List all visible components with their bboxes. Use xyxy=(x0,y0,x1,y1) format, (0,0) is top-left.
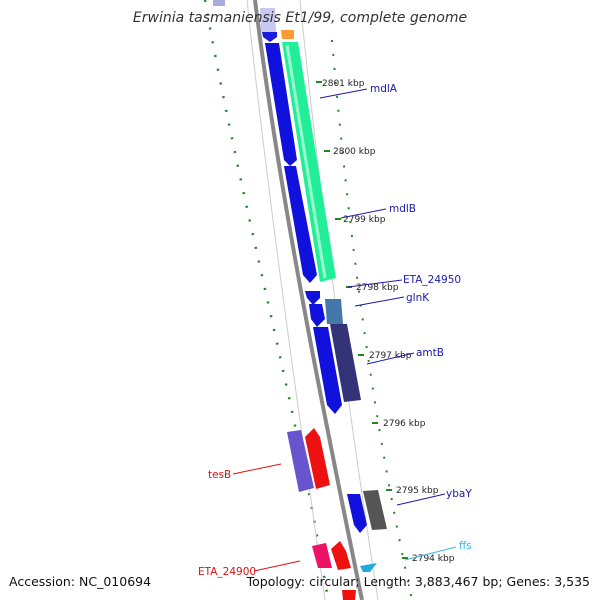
gene-feature-top-blue-arrow xyxy=(262,32,277,42)
scale-label-2801: 2801 kbp xyxy=(322,79,365,89)
gene-blue-1 xyxy=(265,43,297,166)
genome-backbone xyxy=(253,0,364,600)
backbone-outline-left xyxy=(246,0,326,600)
gene-tesB-red xyxy=(305,428,330,489)
gene-feature-top-left-lavender xyxy=(213,0,225,6)
gene-blue-4 xyxy=(309,304,325,327)
gene-label-amtB: amtB xyxy=(416,347,444,359)
gene-blue-3 xyxy=(305,291,320,305)
gene-label-tesB: tesB xyxy=(208,469,231,481)
map-title: Erwinia tasmaniensis Et1/99, complete ge… xyxy=(133,10,467,26)
gene-ETA_24900-red xyxy=(331,541,351,570)
scale-label-2797: 2797 kbp xyxy=(369,351,412,361)
gene-amtB-blue xyxy=(313,327,342,414)
scale-label-2799: 2799 kbp xyxy=(343,215,386,225)
scale-label-2795: 2795 kbp xyxy=(396,486,439,496)
gene-tesB-purple xyxy=(287,430,314,492)
gene-ffs-cyan xyxy=(360,563,377,572)
gene-label-ETA_24950: ETA_24950 xyxy=(403,274,461,286)
scale-label-2796: 2796 kbp xyxy=(383,419,426,429)
gene-ybaY-grey xyxy=(363,490,387,530)
gene-label-glnK: glnK xyxy=(406,292,430,304)
genome-summary-label: Topology: circular; Length: 3,883,467 bp… xyxy=(246,574,590,589)
gene-label-mdlA: mdlA xyxy=(370,83,398,95)
gene-bottom-red xyxy=(342,590,356,600)
gene-label-mdlB: mdlB xyxy=(389,203,416,215)
gene-feature-top-lavender xyxy=(260,8,276,32)
gene-label-ybaY: ybaY xyxy=(446,488,472,500)
scale-label-2800: 2800 kbp xyxy=(333,147,376,157)
gene-blue-5 xyxy=(347,494,367,533)
gene-label-ffs: ffs xyxy=(459,540,472,552)
gene-glnK-steel xyxy=(325,299,343,324)
accession-label: Accession: NC_010694 xyxy=(9,574,151,589)
gene-blue-2 xyxy=(284,166,317,283)
scale-label-2798: 2798 kbp xyxy=(356,283,399,293)
gene-feature-top-orange xyxy=(281,30,294,39)
gene-ETA_24900-magenta xyxy=(312,543,332,568)
gene-label-lines xyxy=(232,88,457,572)
scale-label-2794: 2794 kbp xyxy=(412,554,455,564)
green-feature-highlight xyxy=(285,44,327,279)
gene-label-ETA_24900: ETA_24900 xyxy=(198,566,256,578)
gene-amtB-indigo xyxy=(330,324,361,402)
